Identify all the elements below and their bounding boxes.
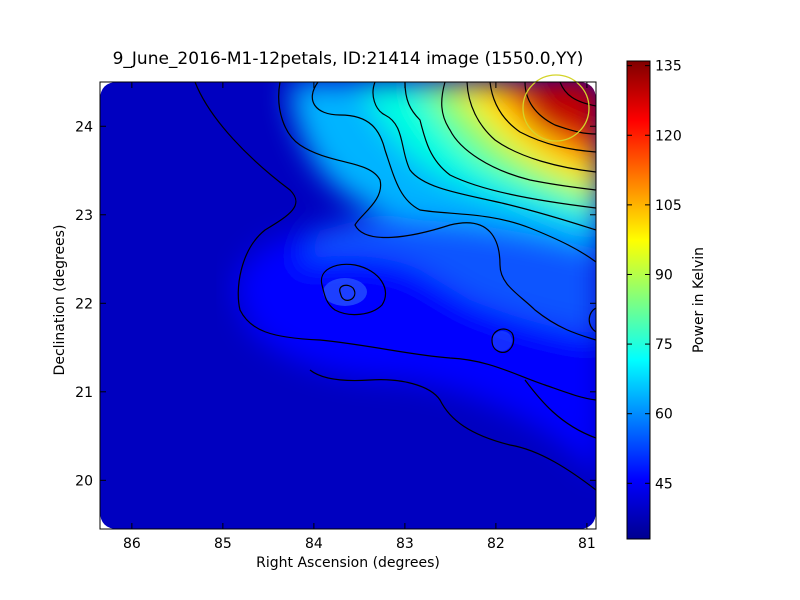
y-tick-label: 22 — [75, 296, 93, 312]
y-axis: 20 21 22 23 24 — [75, 119, 596, 489]
colorbar-tick-label: 135 — [655, 59, 682, 75]
y-tick-label: 20 — [75, 473, 93, 489]
contour-lines — [194, 82, 596, 491]
plot-frame — [99, 81, 597, 530]
x-tick-label: 86 — [123, 536, 141, 552]
colorbar-ticks: 45 60 75 90 105 120 135 — [627, 59, 682, 492]
colorbar-tick-label: 60 — [655, 407, 673, 423]
colorbar-tick-label: 45 — [655, 476, 673, 492]
heatmap-field — [100, 82, 596, 529]
colorbar-tick-label: 120 — [655, 128, 682, 144]
source-marker-circle — [522, 74, 590, 142]
x-tick-label: 82 — [487, 536, 505, 552]
chart-title: 9_June_2016-M1-12petals, ID:21414 image … — [113, 49, 584, 69]
x-tick-label: 81 — [578, 536, 596, 552]
colorbar-tick-label: 75 — [655, 337, 673, 353]
colorbar-tick-label: 90 — [655, 267, 673, 283]
x-tick-label: 85 — [214, 536, 232, 552]
x-tick-label: 83 — [396, 536, 414, 552]
y-tick-label: 24 — [75, 119, 93, 135]
colorbar-gradient — [626, 60, 651, 540]
colorbar-tick-label: 105 — [655, 198, 682, 214]
corner-mask — [100, 82, 596, 529]
x-axis: 86 85 84 83 82 81 — [123, 82, 596, 552]
y-axis-label: Declination (degrees) — [52, 225, 68, 376]
colorbar-label: Power in Kelvin — [691, 247, 707, 353]
x-axis-label: Right Ascension (degrees) — [256, 555, 440, 571]
colorbar: 45 60 75 90 105 120 135 Power in Kelvin — [626, 59, 707, 540]
y-tick-label: 23 — [75, 208, 93, 224]
y-tick-label: 21 — [75, 385, 93, 401]
x-tick-label: 84 — [305, 536, 323, 552]
